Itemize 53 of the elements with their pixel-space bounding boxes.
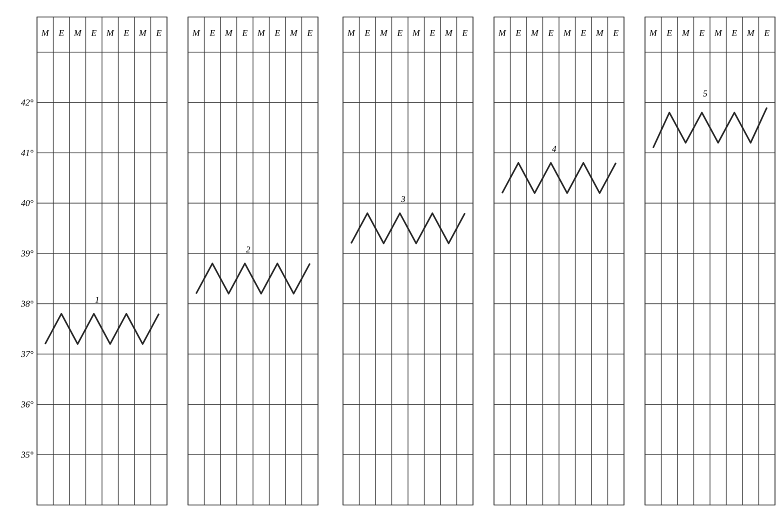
x-tick-label: E (764, 30, 770, 36)
x-tick-label: E (699, 30, 704, 36)
x-tick-label: E (156, 30, 162, 36)
y-tick-label: 41° (20, 150, 34, 156)
x-tick-label: M (649, 30, 658, 36)
x-tick-label: M (682, 30, 690, 36)
series-label: 3 (400, 196, 406, 202)
x-tick-label: E (666, 30, 672, 36)
x-tick-label: M (714, 30, 722, 36)
y-tick-label: 40° (20, 200, 34, 206)
x-tick-label: E (430, 30, 435, 36)
x-tick-label: M (596, 30, 604, 36)
x-tick-label: M (746, 30, 755, 36)
x-tick-label: M (530, 30, 539, 36)
y-tick-label: 42° (20, 100, 34, 106)
x-tick-label: E (210, 30, 215, 36)
x-tick-label: M (41, 30, 50, 36)
x-tick-label: M (138, 30, 147, 36)
x-tick-label: M (192, 30, 200, 36)
x-tick-label: M (444, 30, 453, 36)
y-tick-label: 35° (20, 452, 34, 458)
series-label: 2 (246, 246, 250, 252)
series-label: 1 (95, 296, 98, 303)
x-tick-label: E (613, 30, 618, 36)
series-label: 4 (552, 146, 556, 152)
series-label: 5 (703, 90, 708, 96)
x-tick-label: E (124, 30, 129, 36)
x-tick-label: E (364, 30, 370, 36)
x-tick-label: E (397, 30, 402, 36)
x-tick-label: E (307, 30, 312, 36)
x-tick-label: M (257, 30, 266, 36)
x-tick-label: M (74, 30, 82, 36)
x-tick-label: E (58, 30, 64, 36)
y-tick-label: 36° (20, 401, 34, 408)
x-tick-label: E (516, 30, 521, 36)
x-tick-label: M (380, 30, 388, 36)
y-tick-label: 37° (20, 351, 34, 358)
x-tick-label: E (732, 30, 737, 36)
x-tick-label: M (498, 30, 506, 36)
x-tick-label: M (412, 30, 420, 36)
y-tick-label: 39° (20, 250, 34, 256)
x-tick-label: E (462, 30, 468, 36)
x-tick-label: M (106, 30, 114, 36)
x-tick-label: M (347, 30, 356, 36)
x-tick-label: E (580, 30, 586, 36)
x-tick-label: E (91, 30, 96, 36)
y-tick-label: 38° (20, 300, 34, 307)
x-tick-label: M (563, 30, 572, 36)
x-tick-label: M (290, 30, 298, 36)
x-tick-label: E (274, 30, 280, 36)
x-tick-label: E (548, 30, 554, 36)
x-tick-label: E (242, 30, 248, 36)
x-tick-label: M (224, 30, 233, 36)
